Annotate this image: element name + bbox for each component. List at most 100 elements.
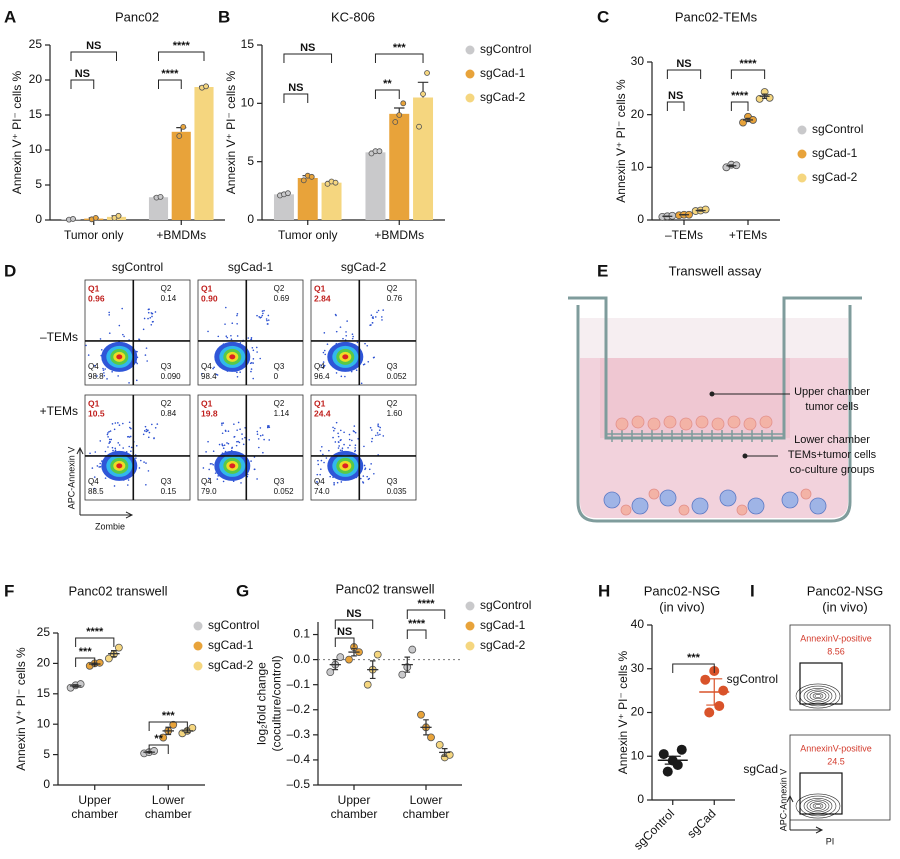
event-dot (147, 311, 150, 314)
event-dot (150, 323, 153, 326)
x-tick-label: +BMDMs (374, 228, 425, 242)
data-point (658, 749, 669, 760)
event-dot (138, 467, 141, 469)
event-dot (348, 433, 351, 436)
quadrant-name: Q4 (314, 477, 325, 486)
data-point (345, 655, 353, 664)
density-contour (116, 463, 123, 469)
event-dot (154, 427, 157, 429)
transwell-diagram: E Transwell assay Upper chamber tumor ce… (568, 261, 877, 523)
significance-bracket (730, 69, 766, 79)
event-dot (98, 466, 101, 468)
event-dot (106, 378, 108, 380)
event-dot (345, 334, 348, 337)
event-dot (127, 479, 130, 481)
event-dot (143, 430, 146, 432)
data-point (157, 193, 164, 200)
event-dot (262, 312, 264, 315)
event-dot (256, 478, 258, 480)
data-point (115, 212, 122, 219)
event-dot (252, 358, 255, 360)
event-dot (261, 434, 264, 436)
error-bar (351, 647, 357, 657)
data-point (308, 173, 315, 180)
event-dot (135, 444, 138, 447)
y-tick-label: 10 (241, 96, 255, 110)
significance-label: NS (337, 626, 352, 638)
gate (799, 772, 843, 815)
category-label-box: Tumor only (278, 228, 338, 242)
event-dot (251, 347, 254, 349)
y-tick-label: 30 (631, 661, 645, 675)
event-dot (237, 421, 240, 424)
x-tick-label: Lower chamber (144, 793, 192, 821)
event-dot (381, 319, 383, 321)
event-dot (370, 440, 373, 443)
column-title: sgCad-1 (228, 260, 274, 274)
quadrant-name: Q4 (88, 477, 99, 486)
event-dot (354, 450, 356, 453)
significance-label: **** (161, 68, 179, 80)
event-dot (123, 335, 125, 338)
event-dot (351, 439, 353, 442)
legend-marker (465, 621, 475, 631)
event-dot (108, 314, 111, 316)
quadrant-name: Q1 (201, 283, 213, 293)
significance-label: **** (173, 40, 191, 52)
data-point (427, 733, 435, 742)
event-dot (151, 423, 153, 426)
density-contour (229, 463, 236, 469)
legend-label: sgControl (208, 618, 259, 632)
event-dot (156, 423, 159, 425)
event-dot (256, 433, 259, 436)
bar (389, 113, 410, 220)
event-dot (108, 438, 111, 441)
quadrant-value: 0.76 (387, 294, 403, 303)
significance-label: *** (393, 42, 407, 54)
significance-label: NS (346, 608, 361, 620)
row-label: sgCad (743, 762, 778, 776)
significance-bracket (283, 53, 333, 63)
event-dot (227, 430, 230, 433)
event-dot (225, 306, 227, 309)
event-dot (376, 311, 378, 314)
event-dot (250, 361, 253, 364)
event-dot (352, 335, 354, 338)
x-tick-label: sgCad (684, 806, 718, 840)
y-tick-label: 0 (43, 777, 50, 791)
quadrant-value: 0.090 (161, 372, 182, 381)
event-dot (252, 349, 255, 352)
density-contour (342, 354, 349, 360)
event-dot (93, 487, 96, 490)
bar (194, 87, 214, 220)
quadrant-value: 0.69 (274, 294, 290, 303)
data-point (376, 148, 383, 155)
event-dot (366, 475, 368, 478)
gate-label: AnnexinV-positive (800, 743, 872, 753)
quadrant-value: 98.8 (88, 372, 104, 381)
quadrant-name: Q2 (161, 284, 172, 293)
significance-bracket (283, 93, 309, 103)
legend-label: sgCad-2 (480, 638, 526, 652)
event-dot (93, 476, 96, 478)
chart-title: Panc02 transwell (69, 583, 168, 598)
significance-label: **** (417, 598, 435, 610)
quadrant-name: Q2 (387, 399, 398, 408)
y-tick-label: 15 (37, 686, 51, 700)
y-tick-label: 0.0 (293, 652, 310, 666)
event-dot (261, 310, 264, 312)
y-axis-label: Annexin V⁺ PI⁻ cells % (614, 79, 628, 203)
event-dot (96, 375, 98, 377)
event-dot (378, 429, 381, 432)
event-dot (114, 447, 117, 450)
event-dot (326, 343, 329, 345)
significance-label: *** (79, 646, 93, 658)
density-contour (809, 691, 827, 701)
significance-bracket (158, 51, 205, 61)
event-dot (205, 451, 207, 453)
y-tick-label: 25 (37, 625, 51, 639)
significance-bracket (334, 619, 374, 629)
data-point (176, 133, 183, 139)
event-dot (332, 426, 334, 429)
event-dot (118, 324, 121, 327)
